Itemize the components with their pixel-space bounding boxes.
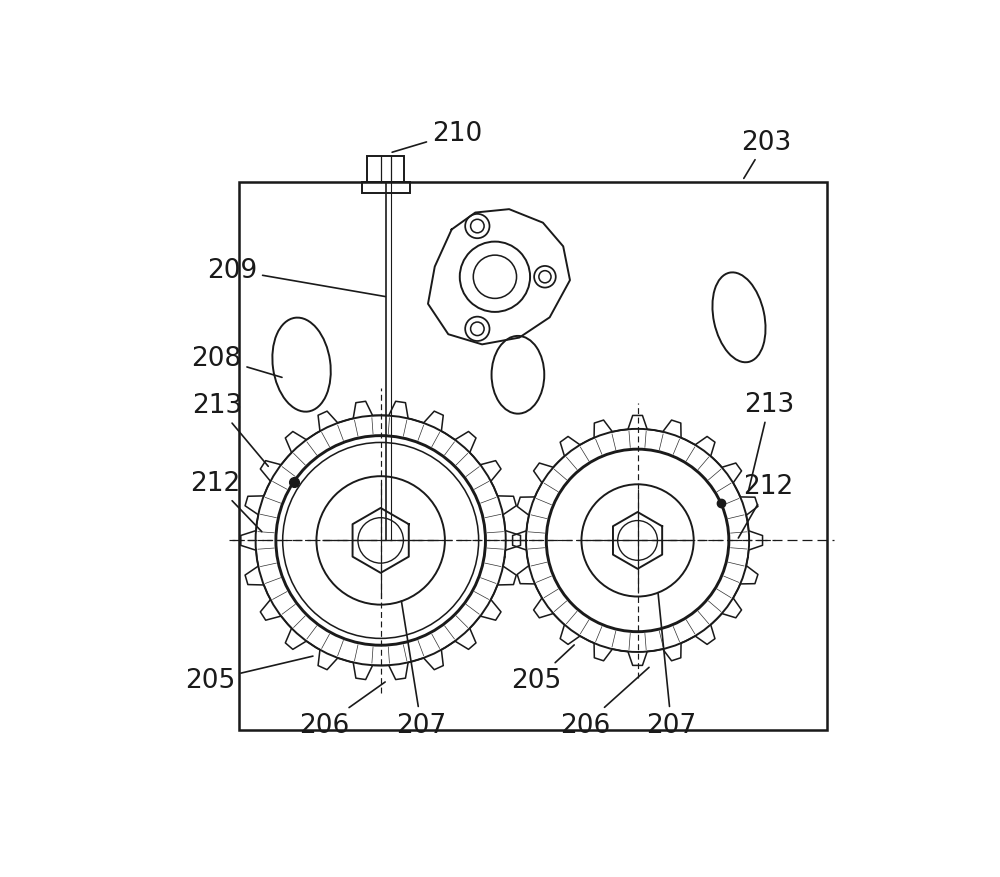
- Text: 205: 205: [511, 645, 574, 694]
- Bar: [362, 183, 410, 194]
- Text: 213: 213: [744, 391, 795, 491]
- Text: 207: 207: [646, 594, 696, 738]
- Text: 205: 205: [185, 656, 313, 694]
- Text: 210: 210: [392, 121, 482, 153]
- Text: 206: 206: [299, 682, 385, 738]
- Text: 203: 203: [741, 130, 791, 179]
- Text: 208: 208: [191, 346, 282, 378]
- Text: 213: 213: [192, 393, 268, 467]
- Text: 212: 212: [738, 474, 793, 538]
- Text: 207: 207: [396, 602, 446, 738]
- Text: 206: 206: [560, 667, 649, 738]
- Text: 212: 212: [190, 470, 262, 532]
- Text: 209: 209: [207, 258, 385, 297]
- Bar: [367, 157, 404, 183]
- Bar: [239, 183, 827, 730]
